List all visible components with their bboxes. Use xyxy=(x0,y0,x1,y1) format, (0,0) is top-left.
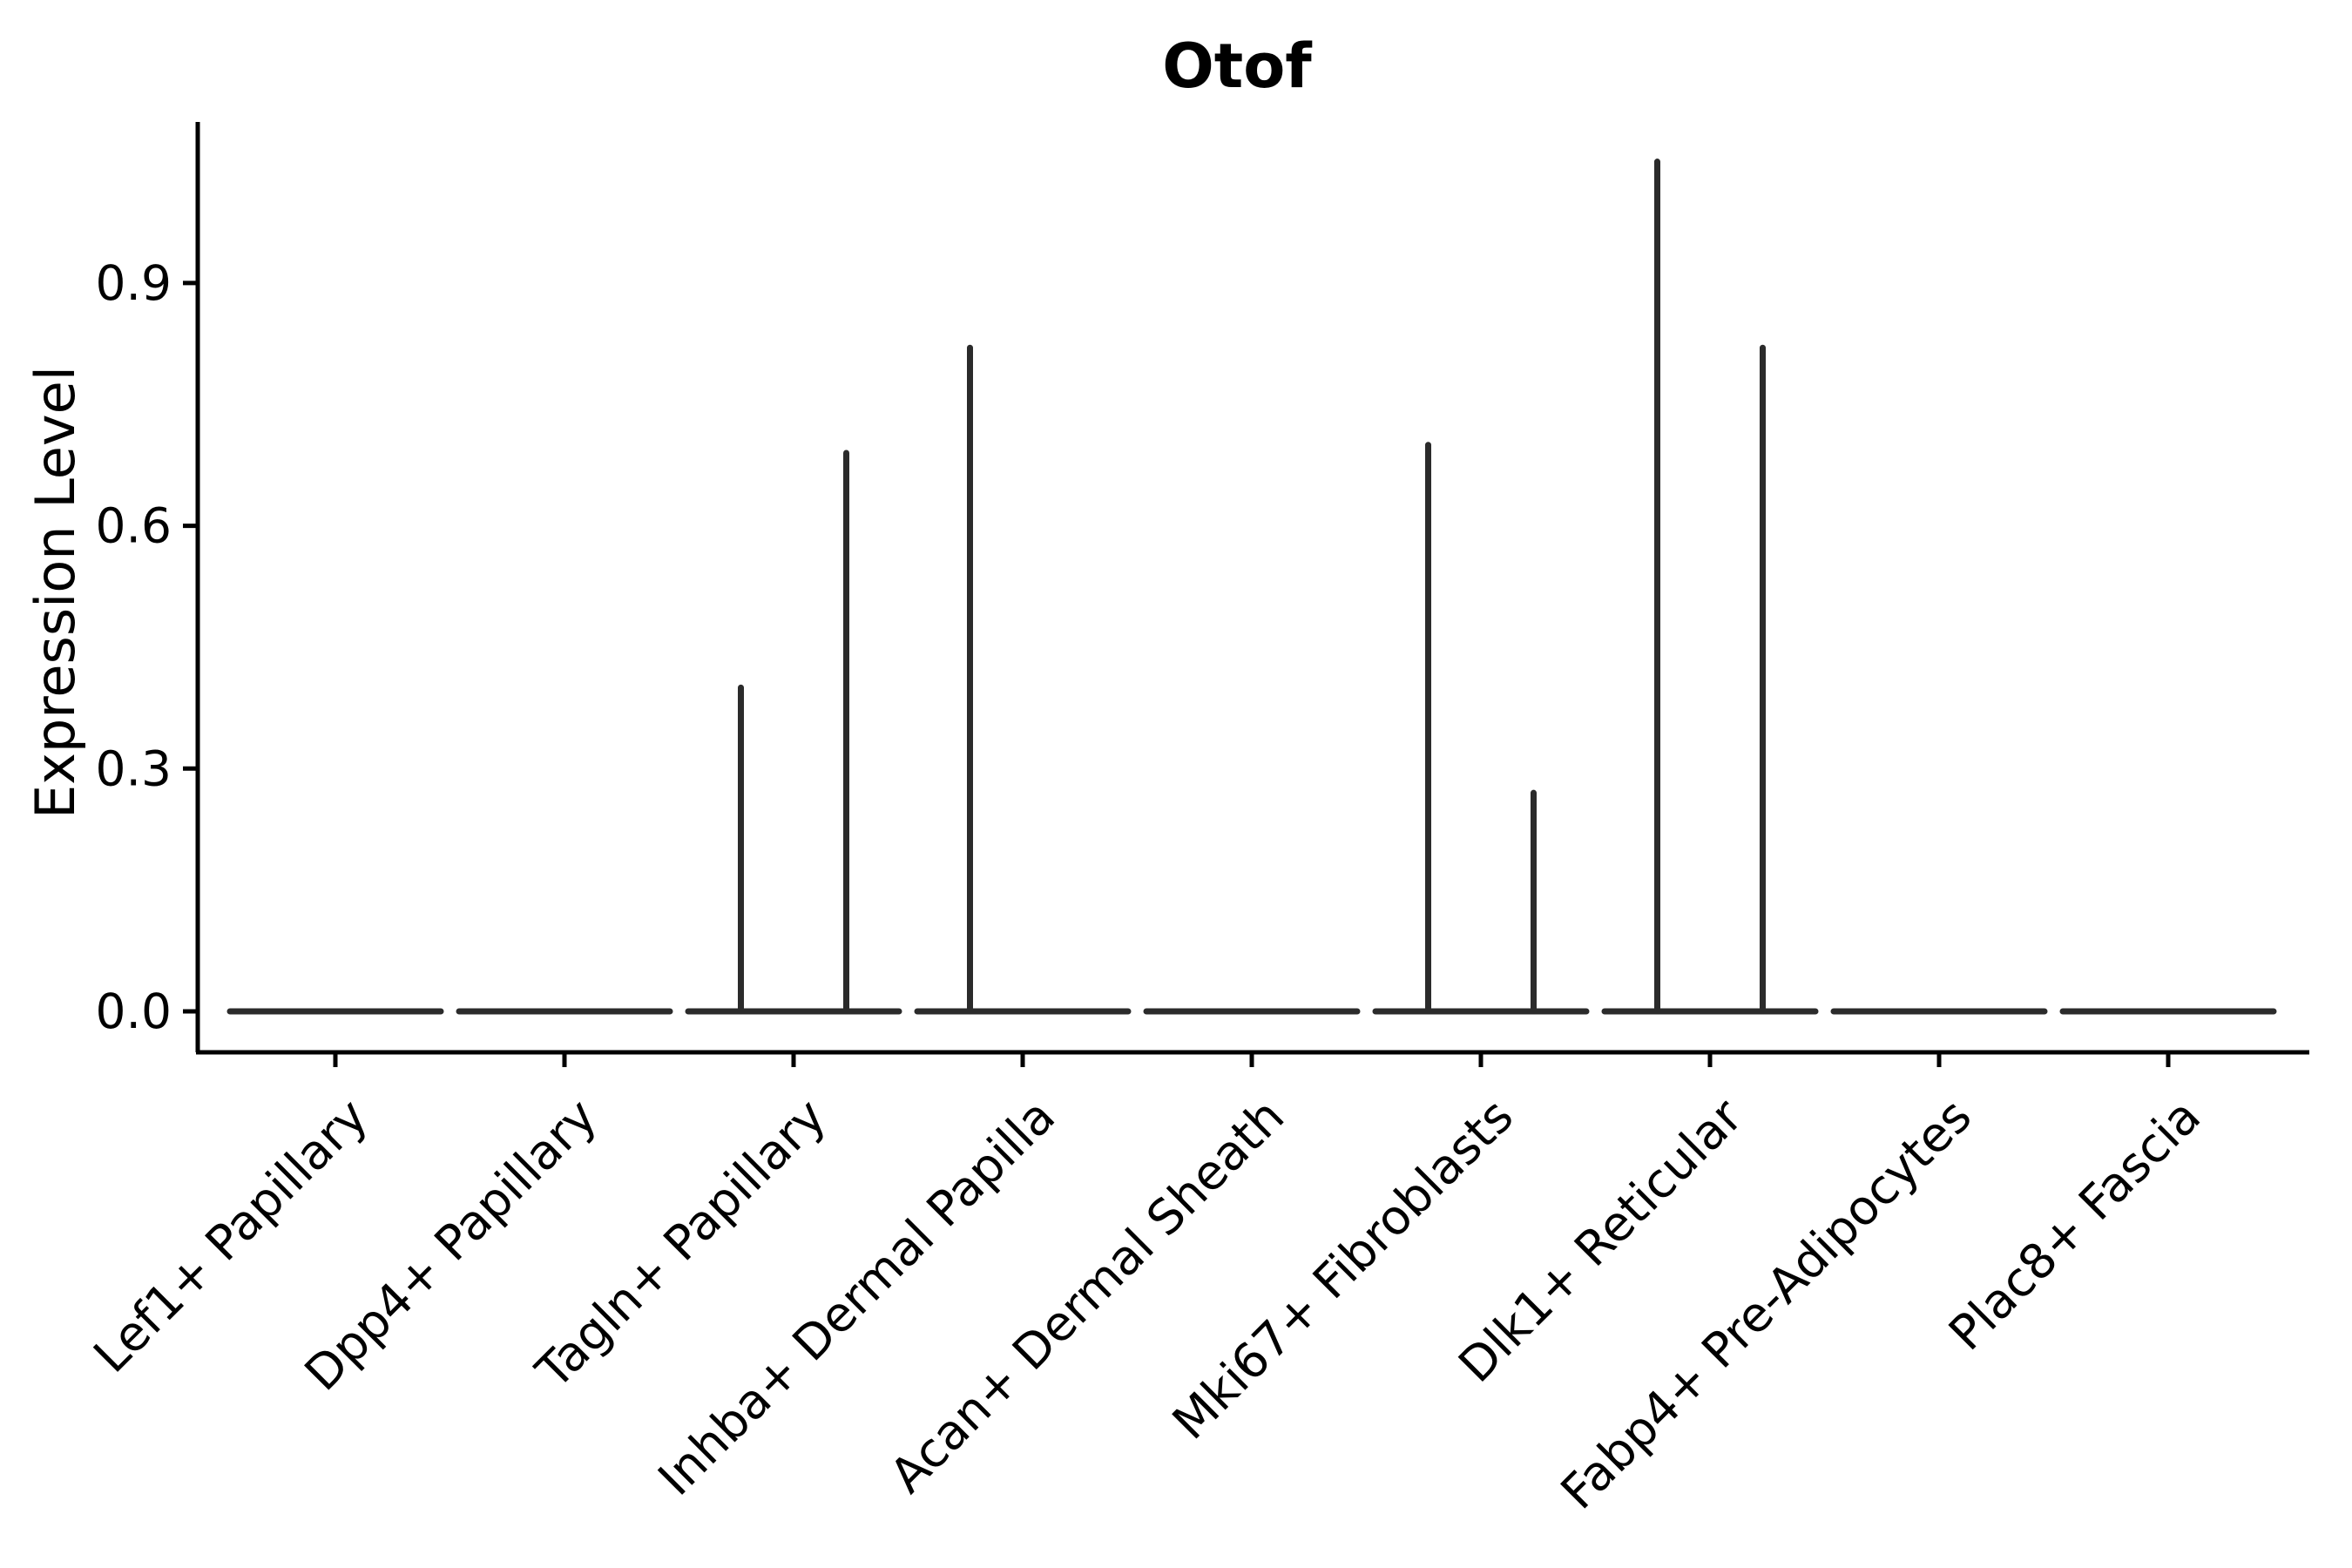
y-tick-label: 0.6 xyxy=(96,498,172,554)
x-tick-label-4: Inhba+ Dermal Papilla xyxy=(647,1088,1065,1506)
x-tick-label-8: Fabp4+ Pre-Adipocytes xyxy=(1550,1088,1982,1520)
y-tick-label: 0.0 xyxy=(96,983,172,1039)
x-tick-label-5: Acan+ Dermal Sheath xyxy=(879,1088,1294,1504)
y-axis-label: Expression Level xyxy=(24,366,87,819)
violins-layer xyxy=(226,159,2277,1015)
y-tick-label: 0.9 xyxy=(96,255,172,311)
y-tick-label: 0.3 xyxy=(96,740,172,796)
chart-title: Otof xyxy=(1162,30,1313,102)
